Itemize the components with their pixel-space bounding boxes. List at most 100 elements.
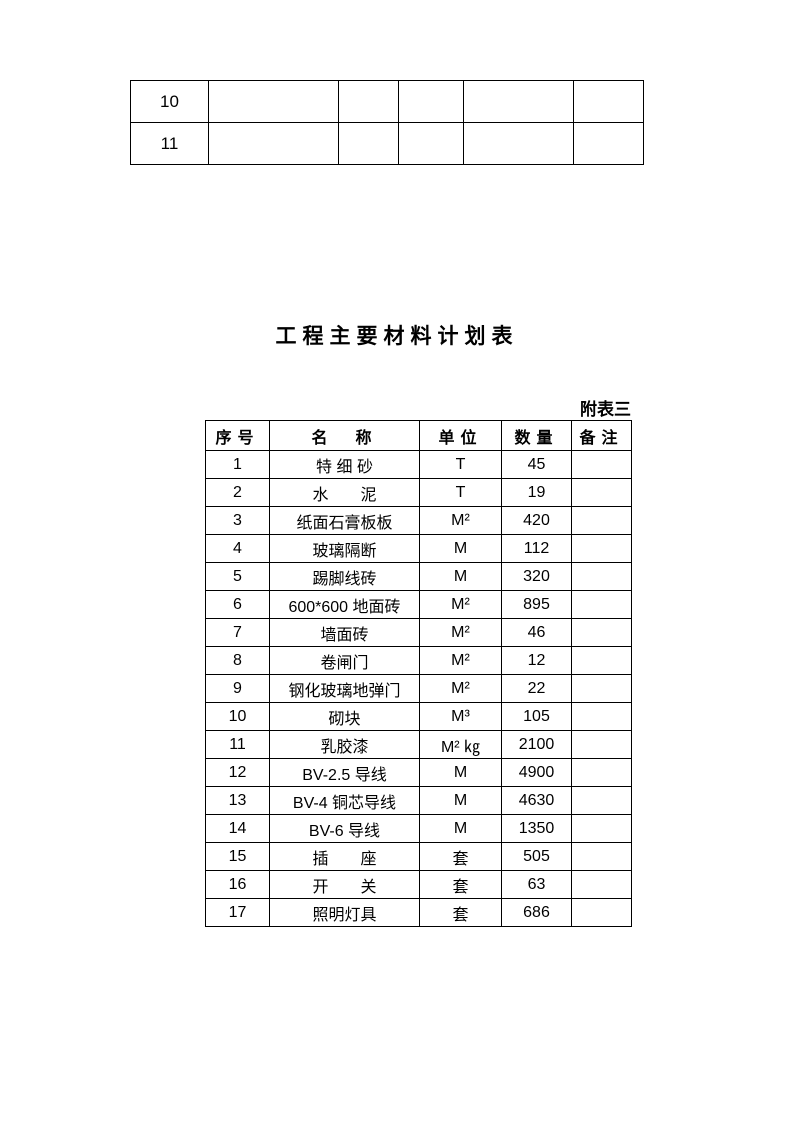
cell-name: BV-4 铜芯导线: [270, 787, 420, 815]
header-name: 名 称: [270, 421, 420, 451]
cell-qty: 1350: [502, 815, 572, 843]
cell-qty: 505: [502, 843, 572, 871]
cell-name: 踢脚线砖: [270, 563, 420, 591]
cell-qty: 45: [502, 451, 572, 479]
cell-name: 纸面石膏板板: [270, 507, 420, 535]
cell-name: 墙面砖: [270, 619, 420, 647]
table-row: 9钢化玻璃地弹门M²22: [206, 675, 632, 703]
cell-remark: [572, 563, 632, 591]
table-row: 11: [131, 123, 644, 165]
table-row: 6600*600 地面砖M²895: [206, 591, 632, 619]
table-header: 序号 名 称 单位 数量 备注: [206, 421, 632, 451]
header-unit: 单位: [420, 421, 502, 451]
cell-seq: 3: [206, 507, 270, 535]
cell-remark: [572, 591, 632, 619]
cell-remark: [572, 843, 632, 871]
cell-empty: [574, 81, 644, 123]
cell-remark: [572, 619, 632, 647]
cell-qty: 63: [502, 871, 572, 899]
cell-seq: 2: [206, 479, 270, 507]
cell-remark: [572, 787, 632, 815]
cell-remark: [572, 647, 632, 675]
cell-remark: [572, 759, 632, 787]
cell-unit: M: [420, 815, 502, 843]
cell-remark: [572, 815, 632, 843]
cell-remark: [572, 479, 632, 507]
table-row: 10砌块M³105: [206, 703, 632, 731]
cell-unit: 套: [420, 871, 502, 899]
cell-unit: M: [420, 563, 502, 591]
table-row: 7墙面砖M²46: [206, 619, 632, 647]
header-seq: 序号: [206, 421, 270, 451]
table-row: 17照明灯具套686: [206, 899, 632, 927]
cell-unit: M²: [420, 647, 502, 675]
cell-seq: 7: [206, 619, 270, 647]
table-row: 5踢脚线砖M320: [206, 563, 632, 591]
cell-name: BV-6 导线: [270, 815, 420, 843]
cell-qty: 2100: [502, 731, 572, 759]
table-row: 14BV-6 导线M1350: [206, 815, 632, 843]
cell-name: 乳胶漆: [270, 731, 420, 759]
cell-seq: 5: [206, 563, 270, 591]
page-title: 工程主要材料计划表: [0, 320, 794, 350]
cell-qty: 686: [502, 899, 572, 927]
cell-remark: [572, 703, 632, 731]
cell-name: 砌块: [270, 703, 420, 731]
header-remark: 备注: [572, 421, 632, 451]
cell-name: 开 关: [270, 871, 420, 899]
cell-seq: 1: [206, 451, 270, 479]
cell-remark: [572, 731, 632, 759]
table-row: 1特 细 砂T45: [206, 451, 632, 479]
cell-seq: 14: [206, 815, 270, 843]
cell-unit: M: [420, 535, 502, 563]
table-row: 13BV-4 铜芯导线M4630: [206, 787, 632, 815]
cell-seq: 15: [206, 843, 270, 871]
cell-qty: 420: [502, 507, 572, 535]
cell-empty: [464, 81, 574, 123]
cell-unit: 套: [420, 899, 502, 927]
table-row: 12BV-2.5 导线M4900: [206, 759, 632, 787]
cell-unit: M³: [420, 703, 502, 731]
table-row: 8卷闸门M²12: [206, 647, 632, 675]
cell-name: 玻璃隔断: [270, 535, 420, 563]
cell-qty: 105: [502, 703, 572, 731]
cell-unit: M²: [420, 591, 502, 619]
cell-seq: 6: [206, 591, 270, 619]
subtitle-label: 附表三: [580, 395, 631, 420]
cell-name: 水 泥: [270, 479, 420, 507]
cell-remark: [572, 535, 632, 563]
cell-empty: [209, 81, 339, 123]
cell-qty: 22: [502, 675, 572, 703]
cell-name: 照明灯具: [270, 899, 420, 927]
cell-name: 卷闸门: [270, 647, 420, 675]
cell-unit: T: [420, 479, 502, 507]
cell-num: 11: [131, 123, 209, 165]
cell-unit: M²: [420, 507, 502, 535]
cell-qty: 12: [502, 647, 572, 675]
cell-name: 插 座: [270, 843, 420, 871]
cell-unit: M² ㎏: [420, 731, 502, 759]
table-body: 1特 细 砂T452水 泥T193纸面石膏板板M²4204玻璃隔断M1125踢脚…: [206, 451, 632, 927]
top-table-body: 10 11: [131, 81, 644, 165]
cell-remark: [572, 675, 632, 703]
top-partial-table: 10 11: [130, 80, 644, 165]
table-row: 11乳胶漆M² ㎏2100: [206, 731, 632, 759]
table-row: 3纸面石膏板板M²420: [206, 507, 632, 535]
cell-qty: 19: [502, 479, 572, 507]
cell-qty: 112: [502, 535, 572, 563]
table-row: 4玻璃隔断M112: [206, 535, 632, 563]
cell-seq: 17: [206, 899, 270, 927]
cell-empty: [339, 123, 399, 165]
header-qty: 数量: [502, 421, 572, 451]
cell-qty: 4900: [502, 759, 572, 787]
cell-remark: [572, 871, 632, 899]
table-row: 10: [131, 81, 644, 123]
cell-name: BV-2.5 导线: [270, 759, 420, 787]
cell-unit: T: [420, 451, 502, 479]
cell-qty: 4630: [502, 787, 572, 815]
header-row: 序号 名 称 单位 数量 备注: [206, 421, 632, 451]
cell-remark: [572, 899, 632, 927]
cell-empty: [574, 123, 644, 165]
cell-remark: [572, 507, 632, 535]
cell-empty: [209, 123, 339, 165]
